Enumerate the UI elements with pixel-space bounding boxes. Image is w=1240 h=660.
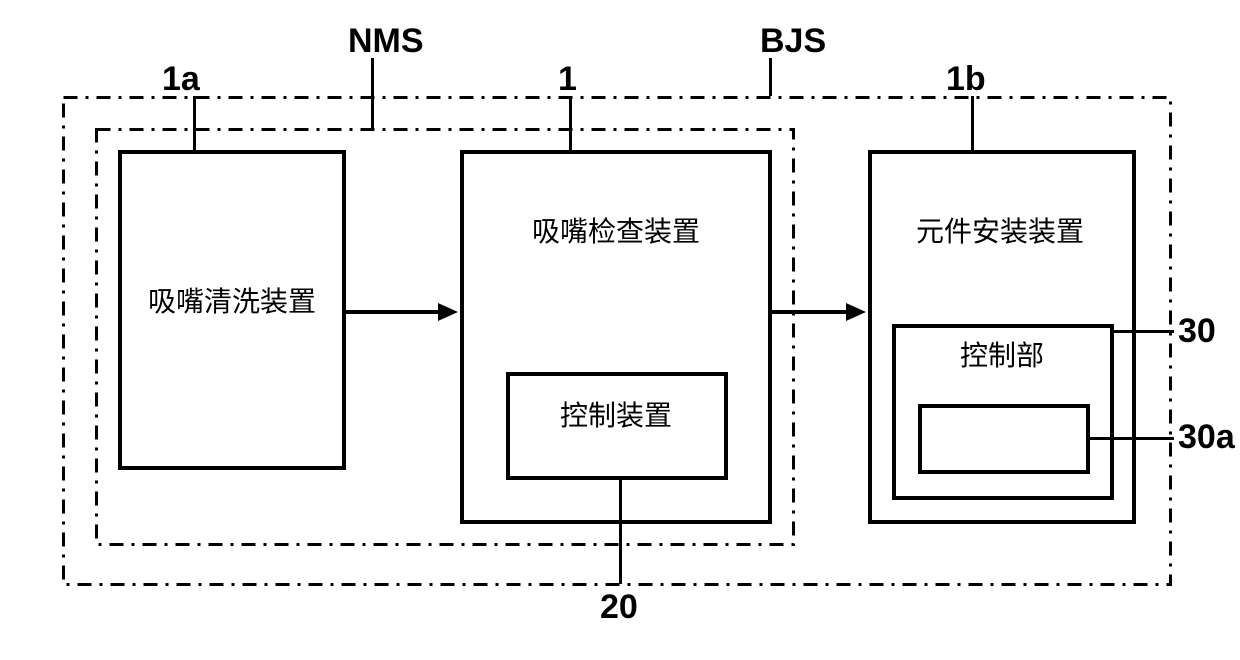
inspection-title: 吸嘴检查装置 xyxy=(532,210,700,250)
arrow-cleaning-to-inspection xyxy=(346,300,460,324)
mounting-control-inner-id: 30a xyxy=(1178,418,1235,457)
mounting-control-inner-block xyxy=(918,404,1090,474)
diagram-canvas: BJS NMS 吸嘴清洗装置 1a 吸嘴检查装置 1 控制装置 20 元件安装装… xyxy=(0,0,1240,660)
nms-lead xyxy=(371,58,374,128)
mounting-control-title: 控制部 xyxy=(960,334,1044,374)
inspection-id: 1 xyxy=(558,60,577,99)
mounting-control-inner-id-lead xyxy=(1090,437,1174,440)
mounting-title: 元件安装装置 xyxy=(916,210,1084,250)
mounting-control-id-lead xyxy=(1114,330,1174,333)
arrow-inspection-to-mounting xyxy=(772,300,868,324)
mounting-id-lead xyxy=(971,96,974,150)
inspection-control-id: 20 xyxy=(600,588,638,627)
nms-label: NMS xyxy=(348,22,424,61)
cleaning-title: 吸嘴清洗装置 xyxy=(148,280,316,320)
cleaning-id: 1a xyxy=(162,60,200,99)
inspection-control-id-lead xyxy=(619,480,622,584)
inspection-control-title: 控制装置 xyxy=(560,394,672,434)
cleaning-id-lead xyxy=(193,96,196,150)
mounting-id: 1b xyxy=(946,60,986,99)
bjs-lead xyxy=(769,58,772,96)
inspection-id-lead xyxy=(569,96,572,150)
bjs-label: BJS xyxy=(760,22,826,61)
mounting-control-id: 30 xyxy=(1178,312,1216,351)
